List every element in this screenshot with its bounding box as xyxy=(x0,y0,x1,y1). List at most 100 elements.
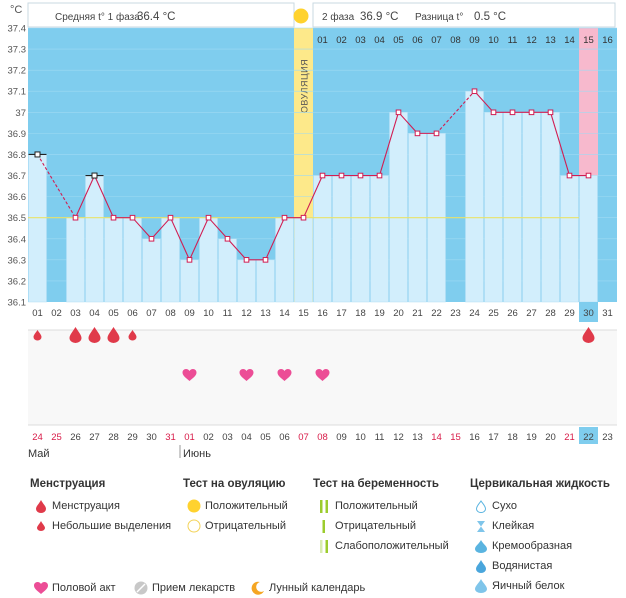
temperature-bar xyxy=(104,217,123,303)
temperature-line-segment xyxy=(398,111,418,134)
cycle-day-label: 24 xyxy=(469,308,480,319)
cycle-day-label: 22 xyxy=(431,308,442,319)
temperature-point xyxy=(585,172,592,179)
temperature-point xyxy=(91,172,98,179)
calendar-date-label: 30 xyxy=(146,432,157,443)
month-label-june: Июнь xyxy=(183,448,211,460)
cycle-day-label: 21 xyxy=(412,308,423,319)
calendar-date-label: 25 xyxy=(51,432,62,443)
temperature-point xyxy=(281,214,288,221)
calendar-date-label: 17 xyxy=(488,432,499,443)
top-day-label: 01 xyxy=(317,35,328,46)
top-day-label: 07 xyxy=(431,35,442,46)
calendar-date-label: 14 xyxy=(431,432,442,443)
y-tick-label: 36.6 xyxy=(8,192,27,203)
temperature-point xyxy=(224,235,231,242)
legend-ovulation-test-title: Тест на овуляцию xyxy=(183,478,286,490)
y-tick-label: 36.2 xyxy=(8,276,27,287)
legend-item-dry: Сухо xyxy=(470,496,620,516)
temperature-bar xyxy=(66,217,85,303)
temperature-bar xyxy=(560,175,579,303)
cycle-day-label: 02 xyxy=(51,308,62,319)
hourglass-icon xyxy=(470,520,492,533)
temperature-line-segment xyxy=(37,154,76,218)
bbt-chart: ОВУЛЯЦИЯ 37.4 37.3 37.2 37.1 37 36.9 36.8 36.7 3… xyxy=(8,2,617,460)
y-tick-label: 37.3 xyxy=(8,45,27,56)
legend-pregnancy-test-title: Тест на беременность xyxy=(313,478,439,490)
temperature-line-segment xyxy=(74,175,96,218)
phase2-value: 36.9 °C xyxy=(360,11,398,23)
y-tick-label: 36.9 xyxy=(8,129,27,140)
cycle-day-label: 11 xyxy=(223,308,233,319)
cycle-day-label: 27 xyxy=(526,308,537,319)
cycle-day-label: 06 xyxy=(127,308,138,319)
temperature-bar xyxy=(123,217,142,303)
calendar-date-label: 03 xyxy=(222,432,233,443)
temperature-bar xyxy=(142,238,161,303)
legend-pregnancy-test: Тест на беременность Положительный Отриц… xyxy=(313,478,463,556)
diff-value: 0.5 °C xyxy=(474,11,506,23)
legend-label: Небольшие выделения xyxy=(52,520,172,532)
top-day-label: 09 xyxy=(469,35,480,46)
y-tick-label: 36.4 xyxy=(8,234,27,245)
spotting-drop xyxy=(128,330,137,341)
one-stripe-icon xyxy=(313,519,335,533)
legend-label: Положительный xyxy=(335,500,418,512)
temperature-point xyxy=(357,172,364,179)
temperature-point xyxy=(338,172,345,179)
temperature-point xyxy=(414,130,421,137)
calendar-date-label: 10 xyxy=(355,432,366,443)
phase1-label: Средняя t° 1 фаза xyxy=(55,11,140,23)
calendar-date-label: 04 xyxy=(241,432,252,443)
menstruation-drop xyxy=(88,327,101,343)
calendar-date-label: 19 xyxy=(526,432,537,443)
cycle-day-label: 31 xyxy=(602,308,613,319)
cycle-day-label: 08 xyxy=(165,308,176,319)
legend-label: Яичный белок xyxy=(492,580,565,592)
intercourse-heart xyxy=(239,369,254,381)
calendar-date-label: 07 xyxy=(298,432,309,443)
top-day-label: 10 xyxy=(488,35,499,46)
temperature-bar xyxy=(256,259,275,303)
legend-ovulation-test: Тест на овуляцию Положительный Отрицател… xyxy=(183,478,313,536)
temperature-bar xyxy=(389,112,408,303)
top-day-label: 12 xyxy=(526,35,537,46)
cycle-day-label: 29 xyxy=(564,308,575,319)
temperature-point xyxy=(547,109,554,116)
calendar-date-label: 20 xyxy=(545,432,556,443)
outline-drop-icon xyxy=(470,499,492,513)
cycle-day-label: 12 xyxy=(241,308,252,319)
calendar-date-label: 12 xyxy=(393,432,404,443)
calendar-date-label: 28 xyxy=(108,432,119,443)
cycle-day-label: 05 xyxy=(108,308,119,319)
y-tick-label: 36.1 xyxy=(8,298,27,309)
calendar-date-label: 16 xyxy=(469,432,480,443)
legend-label: Менструация xyxy=(52,500,120,512)
y-tick-label: 36.3 xyxy=(8,255,27,266)
temperature-point xyxy=(376,172,383,179)
temperature-bar xyxy=(28,154,47,303)
phase1-box xyxy=(27,2,295,28)
temperature-point xyxy=(243,257,250,263)
temperature-bar xyxy=(332,175,351,303)
legend-item-menstruation: Менструация xyxy=(30,496,180,516)
top-day-label: 16 xyxy=(602,35,613,46)
legend-item-pregnancy-positive: Положительный xyxy=(313,496,463,516)
phase2-box xyxy=(312,2,616,28)
cycle-day-label: 20 xyxy=(393,308,404,319)
top-day-label: 08 xyxy=(450,35,461,46)
calendar-date-label: 08 xyxy=(317,432,328,443)
legend-label: Отрицательный xyxy=(335,520,416,532)
temperature-point xyxy=(34,151,41,158)
legend-label: Клейкая xyxy=(492,520,535,532)
temperature-point xyxy=(300,214,307,221)
calendar-date-label: 09 xyxy=(336,432,347,443)
temperature-bar xyxy=(237,259,256,303)
temperature-point xyxy=(490,109,497,116)
legend-item-sticky: Клейкая xyxy=(470,516,620,536)
temperature-line-segment xyxy=(378,112,400,176)
legend-item-creamy: Кремообразная xyxy=(470,536,620,556)
calendar-date-label: 05 xyxy=(260,432,271,443)
drop-icon xyxy=(30,499,52,513)
top-day-label: 06 xyxy=(412,35,423,46)
